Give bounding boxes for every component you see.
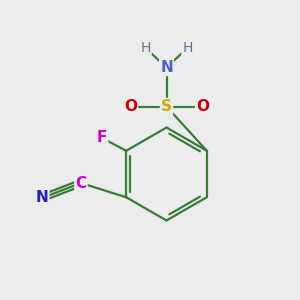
Text: O: O: [124, 99, 137, 114]
Text: C: C: [75, 176, 87, 190]
Text: S: S: [161, 99, 172, 114]
Text: H: H: [140, 41, 151, 55]
Text: F: F: [97, 130, 107, 146]
Text: H: H: [182, 41, 193, 55]
Text: N: N: [36, 190, 48, 206]
Text: O: O: [196, 99, 209, 114]
Text: N: N: [160, 60, 173, 75]
